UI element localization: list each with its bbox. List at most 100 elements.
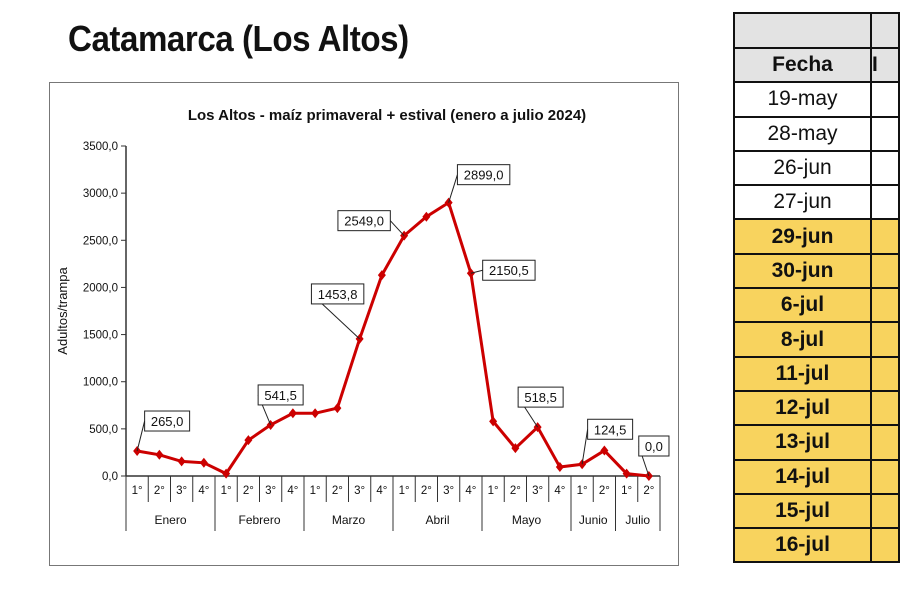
fecha-cell: 13-jul	[732, 424, 873, 461]
week-label: 4°	[554, 485, 565, 497]
week-label: 2°	[421, 485, 432, 497]
label-leader	[470, 269, 483, 274]
data-point	[489, 416, 498, 427]
label-leader	[581, 429, 589, 465]
data-point	[177, 456, 186, 467]
data-label: 2899,0	[464, 168, 504, 183]
week-label: 2°	[332, 485, 343, 497]
table-title-row	[732, 12, 900, 49]
fecha-cell: 11-jul	[732, 355, 873, 392]
data-label: 1453,8	[318, 287, 358, 302]
data-label-box	[337, 210, 391, 232]
table-row: 11-jul	[732, 355, 900, 392]
y-tick-label: 3500,0	[83, 141, 118, 153]
data-label-box	[310, 283, 365, 305]
y-tick-label: 1000,0	[83, 377, 118, 389]
month-label: Mayo	[512, 513, 542, 527]
header-second: I	[870, 46, 900, 84]
data-point	[311, 408, 320, 419]
fecha-cell: 30-jun	[732, 252, 873, 290]
data-label-box	[482, 259, 536, 281]
week-label: 2°	[154, 485, 165, 497]
data-point	[511, 443, 520, 454]
fecha-cell: 15-jul	[732, 492, 873, 530]
y-tick-label: 500,0	[89, 424, 118, 436]
fecha-cell: 16-jul	[732, 527, 873, 564]
month-label: Junio	[579, 513, 608, 527]
data-label-box	[144, 410, 191, 432]
week-label: 1°	[221, 485, 232, 497]
value-cell	[870, 389, 900, 427]
week-label: 1°	[399, 485, 410, 497]
data-label: 541,5	[264, 388, 297, 403]
table-row: 29-jun	[732, 218, 900, 255]
table-row: 28-may	[732, 115, 900, 152]
month-label: Abril	[425, 513, 449, 527]
week-label: 1°	[310, 485, 321, 497]
data-label-box	[456, 164, 511, 186]
table-row: 16-jul	[732, 527, 900, 564]
value-cell	[870, 321, 900, 358]
table-row: 14-jul	[732, 458, 900, 495]
week-label: 3°	[532, 485, 543, 497]
fecha-cell: 12-jul	[732, 389, 873, 427]
fecha-cell: 14-jul	[732, 458, 873, 495]
week-label: 1°	[488, 485, 499, 497]
data-point	[244, 435, 253, 446]
value-cell	[870, 424, 900, 461]
line-chart: Los Altos - maíz primaveral + estival (e…	[55, 107, 670, 531]
fecha-cell: 6-jul	[732, 287, 873, 324]
label-leader	[389, 220, 405, 237]
y-tick-label: 3000,0	[83, 188, 118, 200]
data-label: 124,5	[594, 422, 627, 437]
table-row: 12-jul	[732, 389, 900, 427]
data-label-box	[257, 384, 304, 406]
fecha-cell: 27-jun	[732, 184, 873, 221]
table-row: 26-jun	[732, 149, 900, 187]
value-cell	[870, 287, 900, 324]
week-label: 1°	[577, 485, 588, 497]
table-row: 27-jun	[732, 184, 900, 221]
week-label: 4°	[376, 485, 387, 497]
week-label: 3°	[176, 485, 187, 497]
value-cell	[870, 115, 900, 152]
week-label: 3°	[265, 485, 276, 497]
value-cell	[870, 149, 900, 187]
header-fecha: Fecha	[732, 46, 873, 84]
chart-title: Los Altos - maíz primaveral + estival (e…	[188, 107, 586, 124]
week-label: 4°	[198, 485, 209, 497]
data-point	[600, 445, 609, 456]
month-label: Febrero	[238, 513, 280, 527]
fecha-cell: 28-may	[732, 115, 873, 152]
table-row: 8-jul	[732, 321, 900, 358]
value-cell	[870, 492, 900, 530]
data-label: 2549,0	[344, 214, 384, 229]
table-row: 19-may	[732, 81, 900, 118]
y-tick-label: 0,0	[102, 471, 118, 483]
data-label-box	[638, 435, 670, 457]
week-label: 2°	[599, 485, 610, 497]
label-leader	[448, 174, 458, 203]
table-row: 6-jul	[732, 287, 900, 324]
week-label: 4°	[465, 485, 476, 497]
data-point	[555, 462, 564, 473]
week-label: 3°	[354, 485, 365, 497]
data-label: 518,5	[524, 390, 557, 405]
value-cell	[870, 355, 900, 392]
data-point	[377, 270, 386, 281]
label-leader	[136, 420, 146, 452]
table-row: 30-jun	[732, 252, 900, 290]
page-title: Catamarca (Los Altos)	[68, 18, 409, 59]
y-tick-label: 2000,0	[83, 282, 118, 294]
month-label: Enero	[154, 513, 186, 527]
week-label: 3°	[443, 485, 454, 497]
value-cell	[870, 81, 900, 118]
table-header-row: Fecha I	[732, 46, 900, 84]
value-cell	[870, 218, 900, 255]
week-label: 2°	[510, 485, 521, 497]
value-cell	[870, 252, 900, 290]
data-label-box	[517, 386, 564, 408]
week-label: 2°	[643, 485, 654, 497]
month-label: Julio	[625, 513, 650, 527]
data-label-box	[587, 418, 634, 440]
